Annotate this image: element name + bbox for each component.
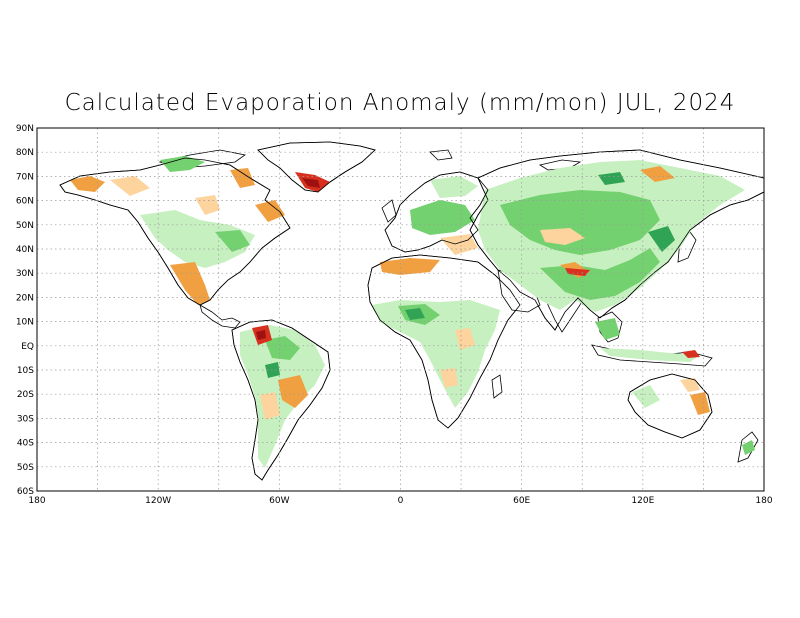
lat-tick-label: 30N xyxy=(16,269,34,279)
anomaly-patch xyxy=(410,200,475,235)
anomaly-patch xyxy=(455,328,475,350)
anomaly-patch xyxy=(742,440,755,455)
lat-tick-label: 80N xyxy=(16,148,34,158)
anomaly-patch xyxy=(256,330,266,340)
anomaly-patch xyxy=(540,248,660,300)
anomaly-patch xyxy=(195,195,220,215)
anomaly-patch xyxy=(170,262,210,305)
anomaly-patch xyxy=(595,318,620,340)
map-title: Calculated Evaporation Anomaly (mm/mon) … xyxy=(64,90,736,116)
lat-tick-label: 20N xyxy=(16,293,34,303)
lat-tick-label: 70N xyxy=(16,172,34,182)
anomaly-patch xyxy=(405,308,425,320)
anomaly-patch xyxy=(70,176,105,192)
lon-tick-label: 0 xyxy=(398,496,404,506)
latitude-tick-labels: 90N 80N 70N 60N 50N 40N 30N 20N 10N EQ 10S 20S 30S 40… xyxy=(16,124,34,497)
lat-tick-label: 10S xyxy=(17,366,34,376)
anomaly-patch xyxy=(682,350,700,358)
anomaly-patch xyxy=(380,258,440,275)
anomaly-patch xyxy=(680,378,700,392)
madagascar xyxy=(491,374,503,399)
map-frame xyxy=(36,127,765,492)
anomaly-patch xyxy=(265,336,300,360)
anomaly-patch xyxy=(215,230,250,252)
lon-tick-label: 180 xyxy=(28,496,45,506)
anomaly-patch xyxy=(565,268,590,276)
lon-tick-label: 120E xyxy=(631,496,654,506)
anomaly-patch xyxy=(640,166,675,182)
lat-tick-label: EQ xyxy=(21,342,34,352)
lat-tick-label: 50S xyxy=(17,463,34,473)
graticule xyxy=(37,128,764,491)
anomaly-patch xyxy=(230,168,255,188)
anomaly-patch xyxy=(690,392,710,415)
lat-tick-label: 90N xyxy=(16,124,34,134)
anomaly-patch xyxy=(540,228,585,245)
lat-tick-label: 60S xyxy=(17,487,34,497)
anomaly-patch xyxy=(302,178,320,188)
lon-tick-label: 60E xyxy=(513,496,530,506)
anomaly-patch xyxy=(372,300,500,408)
lon-tick-label: 120W xyxy=(145,496,171,506)
anomaly-patch xyxy=(278,375,308,408)
anomaly-patch xyxy=(648,226,675,252)
lon-tick-label: 60W xyxy=(269,496,289,506)
anomaly-patch xyxy=(260,392,280,420)
lat-tick-label: 40S xyxy=(17,439,34,449)
svalbard xyxy=(429,149,453,161)
central-america xyxy=(199,304,241,329)
anomaly-patch xyxy=(440,368,458,388)
longitude-tick-labels: 180 120W 60W 0 60E 120E 180 xyxy=(28,496,772,506)
anomaly-patch xyxy=(430,176,478,198)
anomaly-patch xyxy=(500,190,660,255)
anomaly-patch xyxy=(110,176,150,196)
anomaly-patch xyxy=(598,172,625,185)
lat-tick-label: 50N xyxy=(16,221,34,231)
lat-tick-label: 40N xyxy=(16,245,34,255)
lat-tick-label: 20S xyxy=(17,390,34,400)
lat-tick-label: 30S xyxy=(17,414,34,424)
anomaly-patch xyxy=(255,200,285,222)
lat-tick-label: 10N xyxy=(16,318,34,328)
lon-tick-label: 180 xyxy=(755,496,772,506)
lat-tick-label: 60N xyxy=(16,197,34,207)
anomaly-patch xyxy=(600,348,700,362)
anomaly-patch xyxy=(632,385,660,408)
anomaly-patch xyxy=(160,156,205,172)
